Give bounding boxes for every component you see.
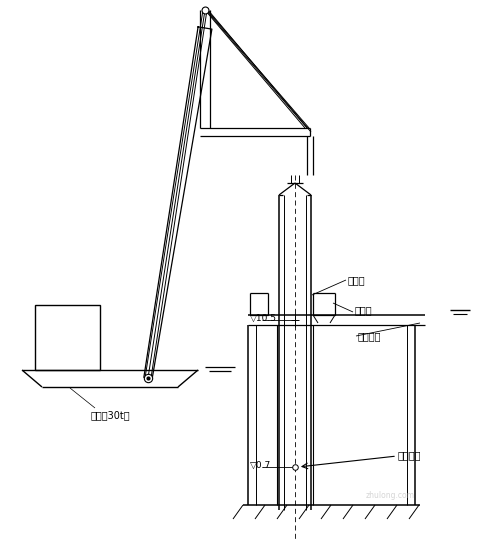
- Text: 钒护筒: 钒护筒: [348, 275, 366, 285]
- Text: 振引锤某: 振引锤某: [398, 450, 421, 460]
- Text: ▽0.7: ▽0.7: [250, 460, 271, 469]
- Text: 浮山（30t）: 浮山（30t）: [90, 410, 130, 420]
- Text: 施工平台: 施工平台: [358, 331, 382, 341]
- Text: zhulong.com: zhulong.com: [365, 491, 415, 500]
- Bar: [35, 305, 100, 370]
- Text: ▽10.5: ▽10.5: [250, 314, 277, 323]
- Text: 导向架: 导向架: [355, 305, 372, 315]
